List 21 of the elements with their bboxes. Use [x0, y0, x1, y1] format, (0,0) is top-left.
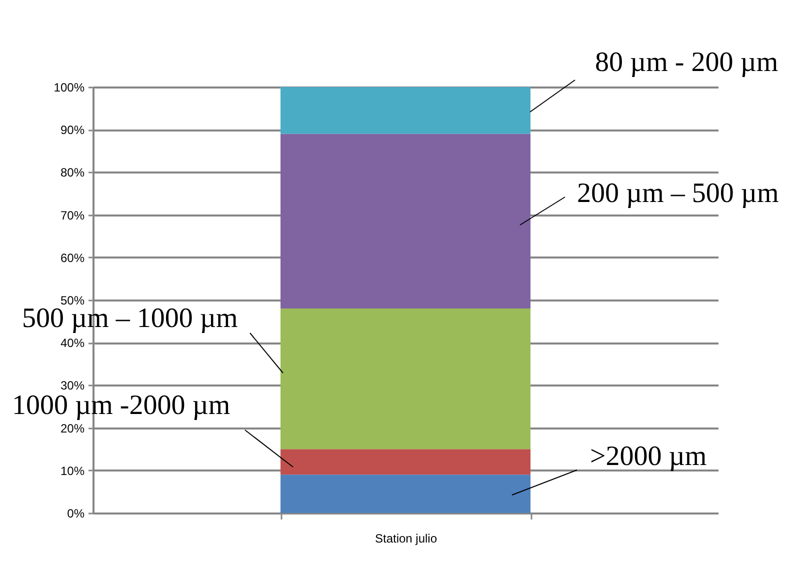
bar: [280, 134, 530, 309]
bar: [280, 308, 530, 450]
y-tick-label: 40%: [60, 336, 85, 350]
text: 1000 µm -2000 µm: [12, 390, 230, 421]
y-tick-label: 30%: [60, 378, 85, 393]
y-tick-label: 80%: [60, 166, 85, 180]
x-tick-label: Station julio: [374, 532, 438, 546]
series-label: 200 µm – 500 µm: [577, 178, 780, 209]
y-tick-label: 50%: [60, 294, 85, 308]
bar: [280, 449, 530, 475]
y-tick-label: 100%: [54, 80, 85, 94]
y-tick-label: 90%: [60, 123, 85, 138]
text: 80 µm - 200 µm: [595, 47, 778, 78]
y-tick-label: 0%: [67, 506, 85, 520]
y-tick-label: 70%: [60, 208, 85, 222]
bar: [280, 87, 530, 134]
y-tick-label: 10%: [60, 464, 85, 478]
y-tick-label: 20%: [60, 421, 85, 436]
y-tick-label: 60%: [60, 250, 85, 265]
text: >2000 µm: [590, 441, 707, 472]
bar: [280, 474, 530, 513]
